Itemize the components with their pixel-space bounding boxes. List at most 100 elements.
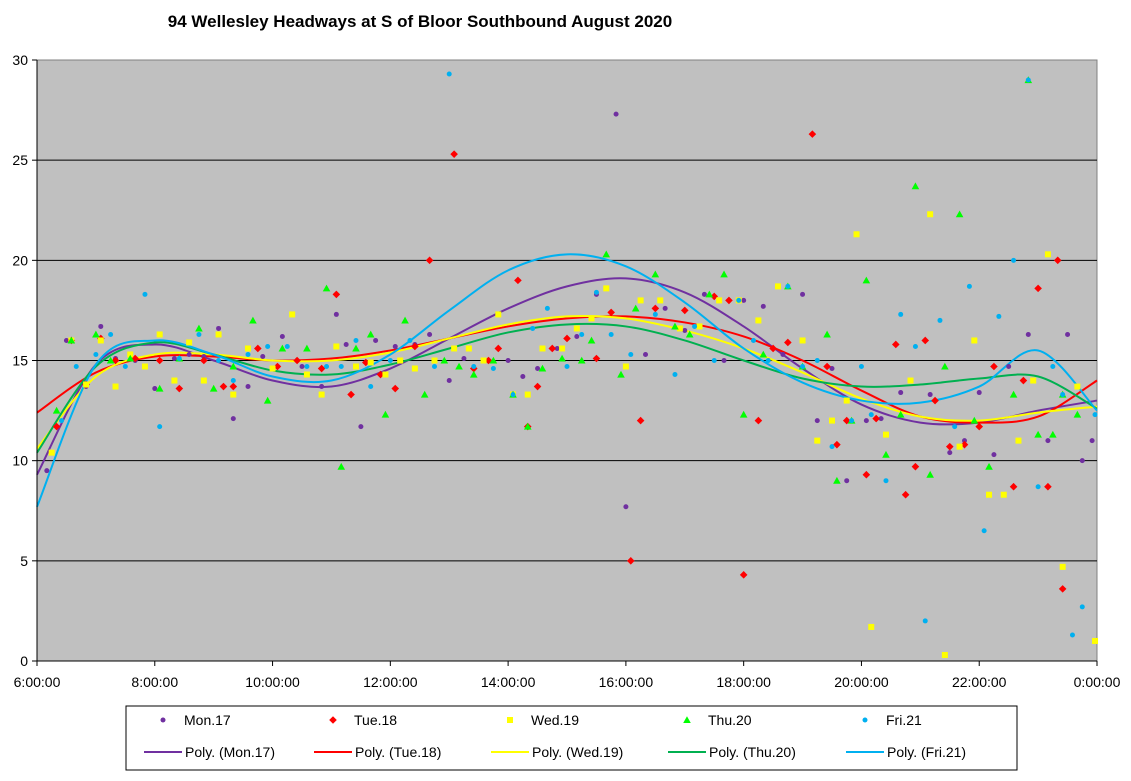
- data-point: [337, 462, 346, 470]
- data-point: [431, 357, 438, 364]
- data-point: [651, 270, 660, 278]
- data-point: [1089, 438, 1095, 444]
- data-point: [245, 384, 251, 390]
- data-point: [975, 422, 984, 431]
- data-point: [617, 370, 625, 378]
- data-point: [195, 324, 203, 332]
- data-point: [1069, 632, 1075, 638]
- data-point: [623, 504, 629, 510]
- data-point: [186, 351, 192, 357]
- x-tick-label: 20:00:00: [834, 674, 889, 690]
- data-point: [293, 356, 301, 365]
- data-point: [672, 372, 678, 378]
- data-point: [59, 418, 65, 424]
- data-point: [152, 386, 158, 392]
- data-point: [347, 390, 355, 399]
- data-point: [976, 390, 982, 396]
- legend-box: [125, 705, 1018, 771]
- data-point: [1049, 430, 1057, 438]
- data-point: [739, 410, 748, 418]
- data-point: [1092, 637, 1099, 644]
- data-point: [407, 337, 413, 343]
- data-point: [352, 344, 360, 352]
- data-point: [216, 358, 222, 363]
- data-point: [1009, 390, 1018, 398]
- data-point: [823, 362, 831, 371]
- data-point: [333, 311, 339, 317]
- data-point: [662, 305, 668, 311]
- data-point: [126, 354, 135, 362]
- x-tick-label: 0:00:00: [1074, 674, 1121, 690]
- y-tick-label: 30: [12, 52, 28, 68]
- data-point: [523, 422, 532, 430]
- data-points: [44, 71, 1099, 658]
- data-point: [52, 406, 61, 414]
- data-point: [358, 424, 364, 430]
- data-point: [1092, 412, 1098, 418]
- data-point: [622, 363, 629, 370]
- legend: Mon.17 Poly. (Mon.17) Tue.18 Poly. (Tue.18)…: [125, 705, 1018, 771]
- data-point: [1073, 410, 1082, 418]
- data-point: [603, 285, 610, 292]
- data-point: [1011, 257, 1017, 263]
- data-point: [716, 297, 723, 304]
- x-tick-label: 10:00:00: [245, 674, 300, 690]
- chart-title: 94 Wellesley Headways at S of Bloor Sout…: [167, 12, 673, 31]
- data-point: [131, 354, 139, 363]
- data-point: [564, 364, 570, 370]
- data-point: [823, 330, 831, 338]
- x-tick-label: 12:00:00: [363, 674, 418, 690]
- legend-fit-label: Poly. (Fri.21): [887, 744, 966, 760]
- legend-label: Wed.19: [531, 712, 579, 728]
- legend-marker: [160, 717, 166, 723]
- data-point: [927, 392, 933, 398]
- data-point: [759, 350, 768, 358]
- data-point: [63, 337, 69, 343]
- data-point: [872, 414, 880, 423]
- y-tick-label: 20: [12, 252, 28, 268]
- data-point: [455, 362, 463, 370]
- data-point: [1050, 364, 1056, 370]
- data-point: [952, 424, 958, 430]
- data-point: [680, 306, 689, 315]
- y-tick-label: 25: [12, 152, 28, 168]
- data-point: [990, 362, 998, 371]
- data-point: [216, 325, 222, 331]
- data-point: [1059, 563, 1066, 570]
- data-point: [937, 317, 943, 323]
- data-point: [587, 336, 596, 344]
- data-point: [775, 283, 782, 290]
- data-point: [750, 337, 756, 343]
- data-point: [883, 478, 889, 484]
- data-point: [941, 651, 948, 658]
- data-point: [701, 291, 707, 297]
- data-point: [420, 390, 429, 398]
- data-point: [52, 422, 61, 431]
- data-point: [368, 384, 374, 390]
- data-point: [230, 416, 236, 422]
- data-point: [926, 470, 934, 478]
- data-point: [200, 356, 208, 365]
- data-point: [1079, 604, 1085, 610]
- data-point: [912, 343, 918, 349]
- data-point: [171, 355, 177, 361]
- data-point: [921, 336, 930, 345]
- data-point: [996, 313, 1002, 319]
- data-point: [671, 322, 679, 330]
- data-point: [343, 341, 349, 347]
- data-point: [676, 325, 683, 332]
- data-point: [868, 623, 875, 630]
- data-point: [450, 150, 458, 158]
- data-point: [1060, 392, 1066, 398]
- data-point: [229, 362, 238, 370]
- legend-label: Thu.20: [708, 712, 752, 728]
- data-point: [800, 291, 806, 297]
- x-tick-label: 16:00:00: [599, 674, 654, 690]
- data-point: [319, 384, 325, 390]
- data-point: [490, 366, 496, 372]
- data-point: [186, 339, 193, 346]
- data-point: [1035, 484, 1041, 490]
- data-point: [613, 111, 619, 117]
- data-point: [1045, 438, 1051, 444]
- data-point: [721, 358, 727, 363]
